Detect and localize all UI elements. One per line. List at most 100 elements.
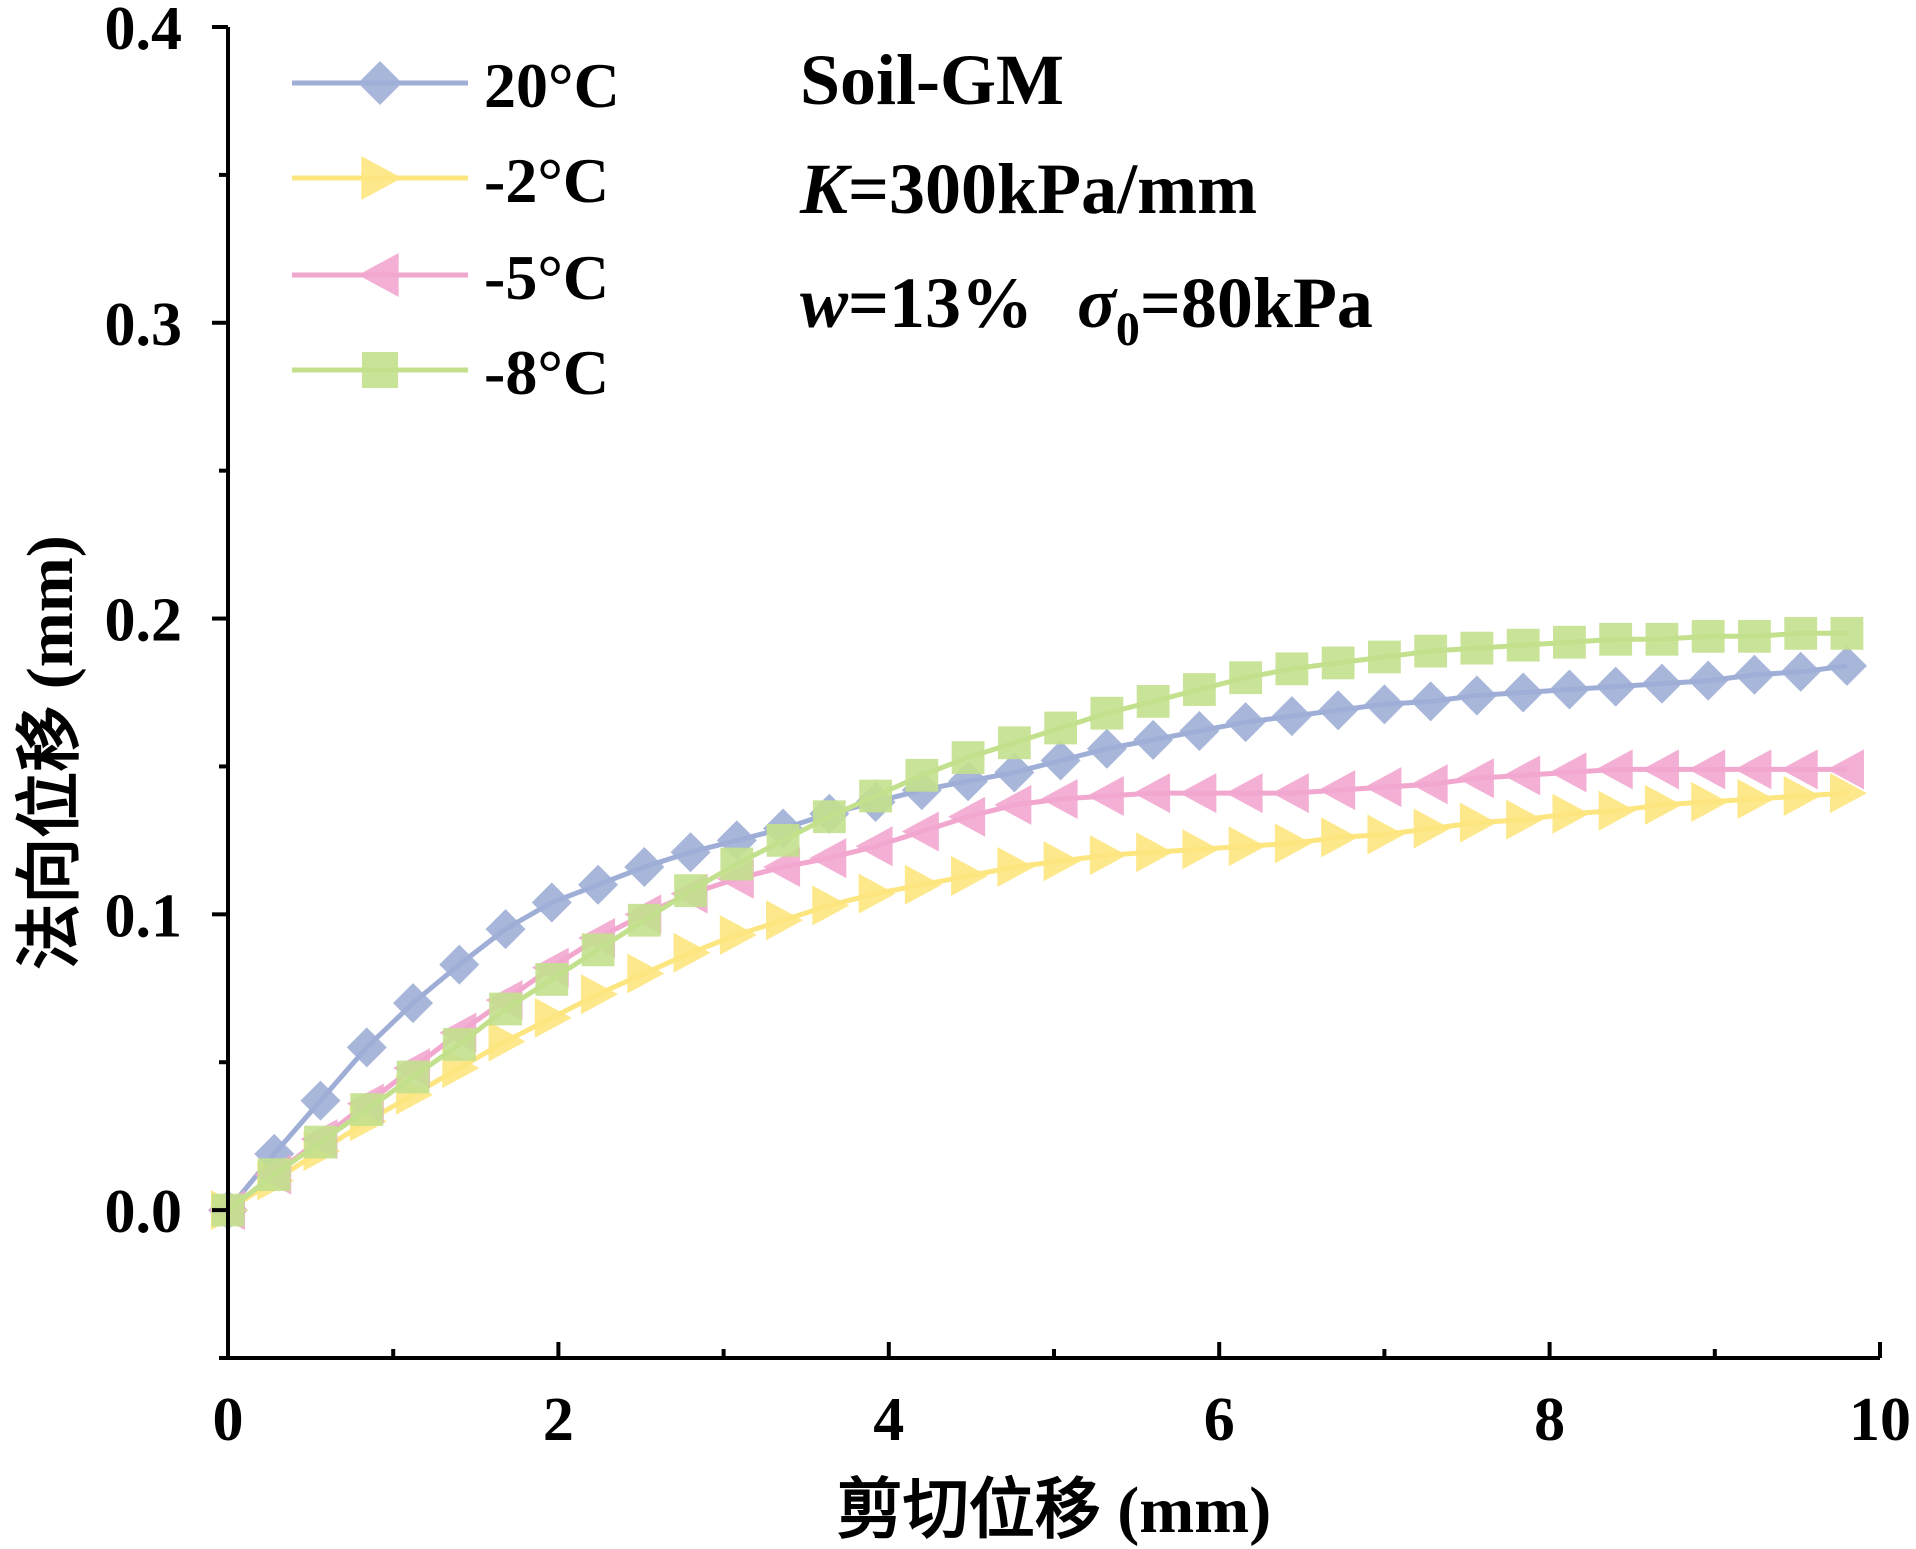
data-point bbox=[1829, 773, 1867, 814]
data-point bbox=[1830, 616, 1864, 650]
data-point bbox=[1780, 749, 1818, 790]
data-point bbox=[994, 752, 1035, 793]
data-point bbox=[809, 838, 847, 879]
data-point bbox=[1182, 829, 1220, 870]
data-point bbox=[901, 811, 939, 852]
data-point bbox=[1044, 711, 1078, 745]
data-point bbox=[1364, 684, 1405, 725]
data-point bbox=[1321, 817, 1359, 858]
data-point bbox=[951, 741, 985, 774]
data-point bbox=[766, 823, 800, 857]
data-point bbox=[855, 826, 893, 867]
data-point bbox=[1549, 752, 1587, 793]
data-point bbox=[1595, 749, 1633, 790]
data-point bbox=[1089, 835, 1127, 876]
data-point bbox=[1410, 764, 1448, 805]
data-point bbox=[1456, 758, 1494, 799]
data-point bbox=[763, 847, 801, 888]
data-point bbox=[1826, 749, 1864, 790]
data-point bbox=[1738, 619, 1771, 653]
data-point bbox=[1321, 646, 1355, 680]
x-tick-label: 10 bbox=[1849, 1386, 1911, 1454]
data-point bbox=[1734, 654, 1775, 695]
annotation-sigma-value: =80kPa bbox=[1140, 263, 1373, 343]
data-point bbox=[1506, 799, 1544, 840]
legend-item: -8°C bbox=[292, 337, 609, 408]
y-tick-label: 0.3 bbox=[105, 291, 183, 359]
data-point bbox=[439, 944, 480, 985]
data-point bbox=[1644, 784, 1682, 825]
annotation-w-value: =13% bbox=[848, 263, 1033, 343]
data-point bbox=[812, 885, 850, 926]
data-point bbox=[627, 903, 661, 937]
data-point bbox=[1133, 773, 1171, 814]
tick-layer: 0 2 4 6 8 10 0.0 0.1 0.2 0.3 0.4 bbox=[105, 0, 1912, 1454]
data-point bbox=[1364, 767, 1402, 808]
data-point bbox=[1414, 634, 1448, 668]
annotation-sigma-symbol: σ bbox=[1077, 263, 1118, 343]
data-point bbox=[534, 997, 572, 1038]
x-tick-label: 4 bbox=[873, 1386, 904, 1454]
data-point bbox=[905, 758, 939, 792]
data-point bbox=[1043, 841, 1081, 882]
x-tick-label: 0 bbox=[213, 1386, 244, 1454]
legend-label: 20°C bbox=[484, 50, 620, 121]
data-point bbox=[1734, 749, 1772, 790]
data-point bbox=[1688, 749, 1726, 790]
data-point bbox=[1503, 755, 1541, 796]
data-point bbox=[719, 915, 757, 956]
x-tick-label: 8 bbox=[1534, 1386, 1565, 1454]
data-point bbox=[1275, 652, 1309, 686]
y-axis-title: 法向位移 (mm) bbox=[14, 535, 87, 969]
legend-item: 20°C bbox=[292, 50, 620, 121]
data-point bbox=[535, 963, 569, 996]
data-point bbox=[304, 1125, 337, 1159]
legend-label: -2°C bbox=[484, 145, 609, 216]
y-tick-label: 0.0 bbox=[105, 1178, 183, 1246]
data-point bbox=[1503, 672, 1544, 713]
annotation: Soil-GM K=300kPa/mm w=13% σ0=80kPa bbox=[799, 40, 1373, 356]
data-point bbox=[1691, 619, 1725, 653]
legend-item: -5°C bbox=[292, 242, 609, 313]
data-point bbox=[1784, 616, 1818, 650]
data-point bbox=[1552, 793, 1590, 834]
data-point bbox=[489, 992, 522, 1026]
data-point bbox=[1410, 681, 1451, 722]
y-tick-label: 0.4 bbox=[105, 0, 183, 63]
data-point bbox=[673, 932, 711, 973]
data-point bbox=[997, 847, 1035, 888]
data-point bbox=[257, 1158, 291, 1192]
data-point bbox=[1225, 773, 1263, 814]
data-point bbox=[578, 864, 619, 905]
data-point bbox=[1086, 728, 1127, 769]
data-point bbox=[485, 909, 526, 950]
data-point bbox=[1229, 661, 1263, 695]
data-point bbox=[581, 974, 619, 1015]
data-point bbox=[1595, 666, 1636, 707]
annotation-sigma-subscript: 0 bbox=[1116, 303, 1140, 356]
data-point bbox=[1688, 660, 1729, 701]
legend: 20°C -2°C -5°C -8°C bbox=[292, 50, 620, 408]
data-point bbox=[948, 796, 986, 837]
data-point bbox=[396, 1060, 430, 1094]
data-point bbox=[1826, 645, 1867, 686]
legend-label: -5°C bbox=[484, 242, 609, 313]
series-layer bbox=[208, 616, 1867, 1231]
data-point bbox=[1413, 808, 1451, 849]
data-point bbox=[997, 726, 1031, 760]
annotation-conditions: w=13% σ0=80kPa bbox=[800, 263, 1373, 356]
x-axis-title: 剪切位移 (mm) bbox=[837, 1474, 1271, 1547]
data-point bbox=[1368, 640, 1401, 674]
data-point bbox=[1367, 814, 1405, 855]
data-point bbox=[1506, 628, 1540, 662]
legend-item: -2°C bbox=[292, 145, 609, 216]
data-point bbox=[720, 847, 754, 881]
data-point bbox=[1040, 778, 1078, 819]
data-point bbox=[1228, 826, 1266, 867]
data-point bbox=[1783, 776, 1821, 817]
data-point bbox=[1459, 802, 1497, 843]
legend-swatch-marker bbox=[358, 253, 399, 297]
data-point bbox=[1086, 776, 1124, 817]
data-point bbox=[1645, 622, 1679, 656]
